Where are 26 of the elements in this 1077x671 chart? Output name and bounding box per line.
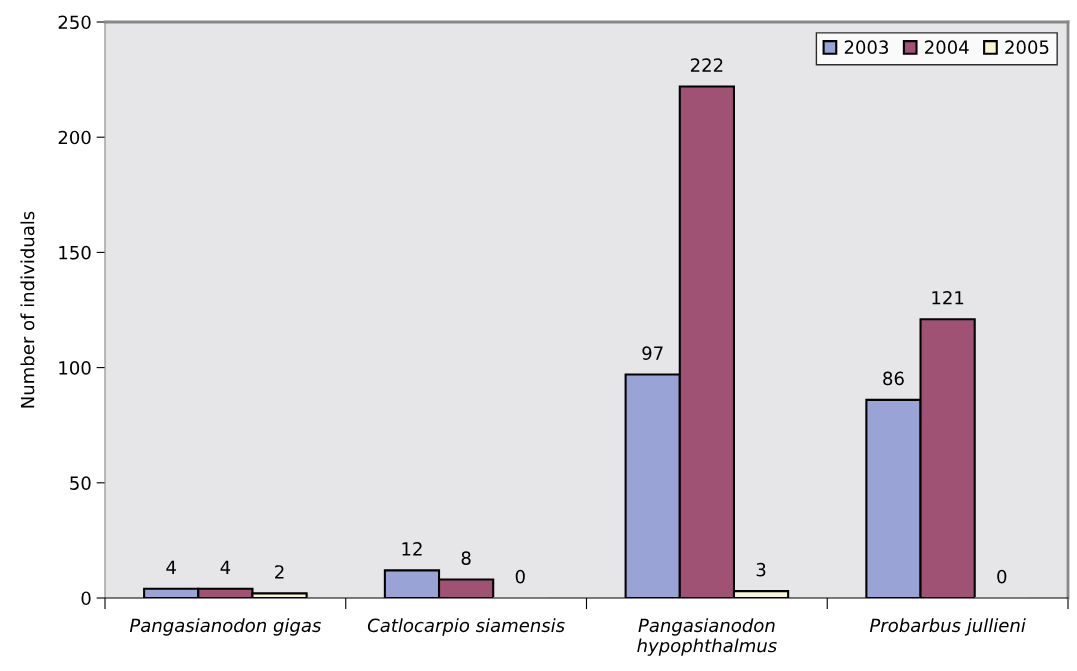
data-label: 0 [515, 569, 525, 584]
x-tick-label: Catlocarpio siamensis [367, 618, 565, 636]
data-label: 121 [932, 290, 964, 305]
legend-label: 2003 [844, 40, 888, 55]
data-label: 2 [275, 565, 284, 579]
y-tick-label: 150 [59, 245, 91, 260]
y-axis-title: Number of individuals [20, 211, 35, 408]
data-label: 4 [166, 560, 176, 574]
data-label: 4 [220, 560, 231, 574]
data-label: 0 [997, 569, 1007, 584]
data-label: 222 [690, 58, 723, 72]
data-label: 12 [402, 542, 422, 556]
data-label: 8 [461, 551, 471, 565]
x-tick-label: Pangasianodon hypophthalmus [637, 618, 777, 656]
y-tick-label: 0 [81, 591, 91, 606]
x-tick-label: Probarbus jullieni [869, 618, 1026, 636]
data-label: 97 [642, 346, 663, 360]
x-tick-label: Pangasianodon gigas [129, 618, 321, 636]
y-tick-label: 200 [58, 130, 91, 145]
legend-label: 2005 [1005, 40, 1049, 55]
legend-label: 2004 [925, 40, 969, 55]
data-label: 3 [756, 562, 766, 577]
y-tick-label: 250 [58, 15, 91, 30]
data-label: 86 [883, 371, 904, 386]
y-tick-label: 50 [70, 476, 91, 490]
y-tick-label: 100 [59, 361, 91, 375]
